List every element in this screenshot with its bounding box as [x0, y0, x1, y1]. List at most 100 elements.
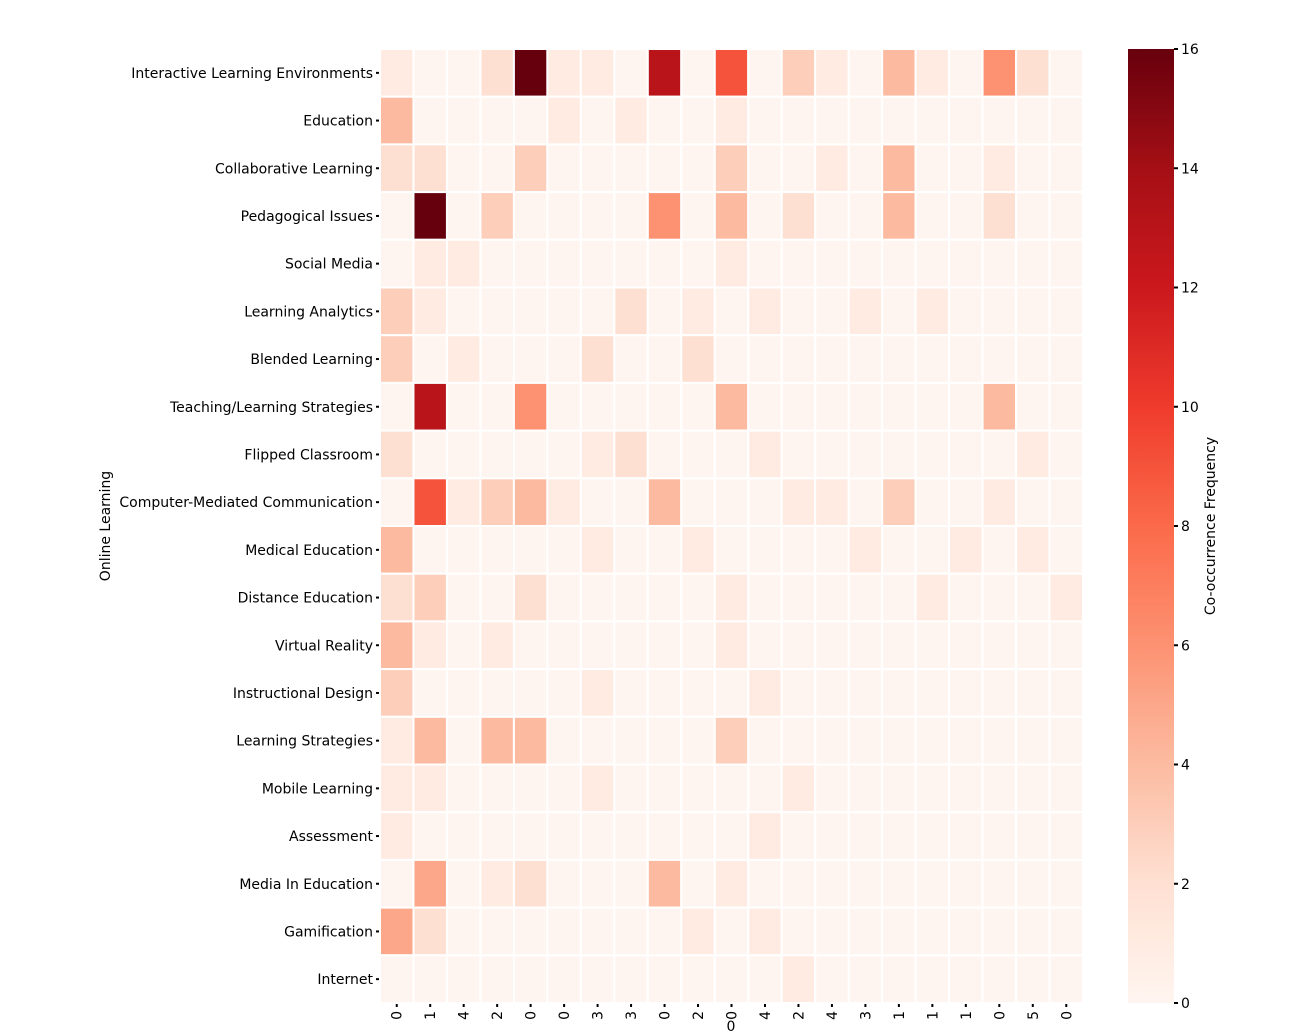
heatmap-cell: [613, 954, 649, 1004]
heatmap-cell: [847, 572, 884, 623]
heatmap-cell: [613, 858, 649, 909]
heatmap-cell: [814, 48, 850, 98]
heatmap-cell: [412, 525, 448, 575]
x-tick-label: 4: [758, 1011, 774, 1020]
heatmap-cell: [479, 906, 515, 957]
heatmap-cell: [814, 763, 850, 814]
heatmap-cell: [680, 668, 716, 718]
heatmap-cell: [747, 334, 783, 384]
heatmap-cell: [948, 572, 984, 623]
heatmap-cell: [546, 477, 582, 527]
heatmap-cell: [546, 572, 582, 623]
y-tick-label: Computer-Mediated Communication: [119, 495, 373, 511]
heatmap-cell: [713, 906, 750, 957]
heatmap-cell: [747, 238, 783, 289]
heatmap-cell: [713, 715, 750, 766]
heatmap-cell: [579, 811, 616, 861]
heatmap-cell: [747, 954, 783, 1004]
heatmap-cell: [713, 954, 750, 1004]
heatmap-cell: [713, 858, 750, 909]
x-tick-label: 0: [1059, 1011, 1075, 1020]
heatmap-cell: [1048, 191, 1084, 241]
heatmap-cell: [1015, 811, 1051, 861]
heatmap-cell: [1015, 238, 1051, 289]
heatmap-cell: [445, 429, 482, 480]
heatmap-cell: [546, 763, 582, 814]
heatmap-cell: [412, 954, 448, 1004]
x-tick-label: 3: [858, 1011, 874, 1020]
heatmap-cell: [646, 525, 683, 575]
heatmap-cell: [445, 334, 482, 384]
heatmap-cell: [680, 238, 716, 289]
x-tick-label: 1: [925, 1011, 941, 1020]
heatmap-cell: [579, 191, 616, 241]
heatmap-cell: [881, 715, 917, 766]
heatmap-cell: [713, 238, 750, 289]
heatmap-cell: [981, 954, 1018, 1004]
heatmap-cell: [479, 620, 515, 671]
heatmap-cell: [512, 477, 549, 527]
heatmap-cell: [546, 334, 582, 384]
heatmap-cell: [981, 668, 1018, 718]
heatmap-cell: [814, 191, 850, 241]
heatmap-cell: [881, 811, 917, 861]
heatmap-cell: [1048, 525, 1084, 575]
heatmap-cell: [646, 477, 683, 527]
heatmap-cell: [814, 143, 850, 194]
x-tick-label: 5: [1026, 1011, 1042, 1020]
colorbar-tick-label: 0: [1181, 996, 1190, 1012]
heatmap-cell: [1015, 143, 1051, 194]
x-tick-label: 2: [691, 1011, 707, 1020]
heatmap-cell: [747, 477, 783, 527]
x-tick-label: 2: [490, 1011, 506, 1020]
heatmap-cell: [479, 572, 515, 623]
heatmap-cell: [814, 811, 850, 861]
x-tick-label: 0: [524, 1011, 540, 1020]
heatmap-cell: [814, 858, 850, 909]
heatmap-cell: [1015, 191, 1051, 241]
heatmap-cell: [412, 334, 448, 384]
heatmap-cell: [479, 525, 515, 575]
heatmap-cell: [814, 477, 850, 527]
heatmap-cell: [479, 811, 515, 861]
heatmap-cell: [680, 429, 716, 480]
heatmap-cell: [914, 620, 951, 671]
heatmap-cell: [981, 238, 1018, 289]
heatmap-cell: [981, 715, 1018, 766]
heatmap-cell: [847, 286, 884, 337]
heatmap-cell: [881, 143, 917, 194]
heatmap-cell: [546, 811, 582, 861]
heatmap-cell: [479, 668, 515, 718]
heatmap-cell: [948, 477, 984, 527]
x-tick-label: 1: [423, 1011, 439, 1020]
heatmap-cell: [948, 238, 984, 289]
heatmap-cell: [713, 668, 750, 718]
heatmap-cell: [981, 620, 1018, 671]
heatmap-cell: [646, 334, 683, 384]
heatmap-cell: [1015, 906, 1051, 957]
heatmap-cell: [680, 334, 716, 384]
x-tick-label: 3: [624, 1011, 640, 1020]
heatmap-cell: [445, 954, 482, 1004]
heatmap-cell: [646, 858, 683, 909]
heatmap-cell: [412, 48, 448, 98]
heatmap-cell: [948, 95, 984, 146]
heatmap-cell: [713, 620, 750, 671]
heatmap-cell: [579, 334, 616, 384]
x-tick-label: 0: [992, 1011, 1008, 1020]
y-tick-label: Assessment: [289, 829, 373, 845]
heatmap-cell: [1048, 763, 1084, 814]
heatmap-cell: [847, 954, 884, 1004]
heatmap-cell: [613, 286, 649, 337]
heatmap-cell: [914, 381, 951, 432]
heatmap-cell: [814, 668, 850, 718]
heatmap-cell: [512, 954, 549, 1004]
heatmap-cell: [546, 95, 582, 146]
heatmap-cell: [512, 95, 549, 146]
heatmap-cell: [646, 620, 683, 671]
heatmap-cell: [780, 95, 817, 146]
heatmap-cell: [1048, 811, 1084, 861]
heatmap-cell: [948, 668, 984, 718]
heatmap-cell: [914, 334, 951, 384]
heatmap-cell: [445, 381, 482, 432]
